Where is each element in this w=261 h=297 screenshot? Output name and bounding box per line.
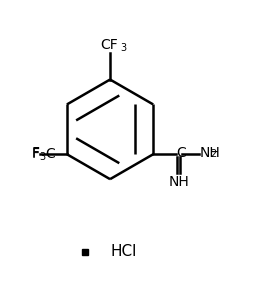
- Text: F: F: [31, 146, 39, 160]
- Text: HCl: HCl: [110, 244, 137, 260]
- Text: 3: 3: [40, 152, 46, 162]
- Text: NH: NH: [168, 175, 189, 189]
- Text: C: C: [176, 146, 186, 160]
- Text: 3: 3: [121, 43, 127, 53]
- Text: NH: NH: [199, 146, 220, 160]
- Text: 2: 2: [211, 149, 217, 159]
- Text: F: F: [31, 147, 39, 161]
- Text: C: C: [45, 147, 55, 161]
- Text: CF: CF: [100, 38, 118, 52]
